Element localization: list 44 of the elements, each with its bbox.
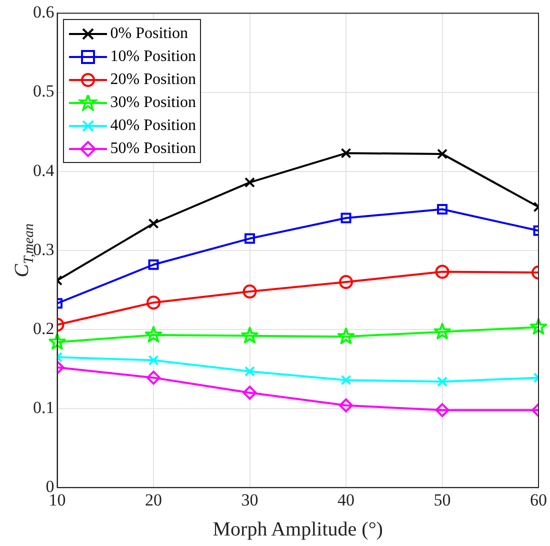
point [148,259,159,270]
point [146,296,160,310]
point [244,177,255,188]
y-tick-label: 0.5 [33,82,54,101]
point [437,204,448,215]
point [437,148,448,160]
y-tick-label: 0.4 [33,160,55,180]
point [340,148,352,158]
x-tick-label: 20 [145,490,162,510]
point [435,264,450,279]
y-tick-label: 0.2 [33,318,54,338]
point [48,333,66,350]
legend-label: 10% Position [110,47,196,68]
y-tick-label: 0.1 [33,398,54,417]
point [435,403,450,418]
point [148,218,159,229]
legend-label: 40% Position [110,116,196,136]
point [144,326,162,342]
point [340,374,352,386]
point [146,370,160,385]
point [437,376,448,387]
legend-label: 0% Position [110,24,188,44]
point [244,366,255,377]
legend-label: 50% Position [110,139,196,160]
y-tick-label: 0.3 [33,240,54,259]
point [339,275,353,290]
point [242,386,257,400]
point [241,326,258,344]
point [340,212,352,224]
point [434,322,451,340]
x-tick-label: 50 [434,490,451,510]
x-tick-label: 30 [241,490,258,510]
x-tick-label: 40 [338,490,354,510]
legend-label: 30% Position [110,93,196,114]
point [337,328,355,344]
point [242,284,257,299]
point [339,398,353,412]
x-axis-title: Morph Amplitude (°) [212,518,383,540]
legend-label: 20% Position [110,70,196,90]
y-tick-label: 0.6 [33,2,54,22]
x-tick-label: 60 [530,490,547,510]
point [244,233,255,244]
point [530,318,548,335]
point [148,355,159,366]
